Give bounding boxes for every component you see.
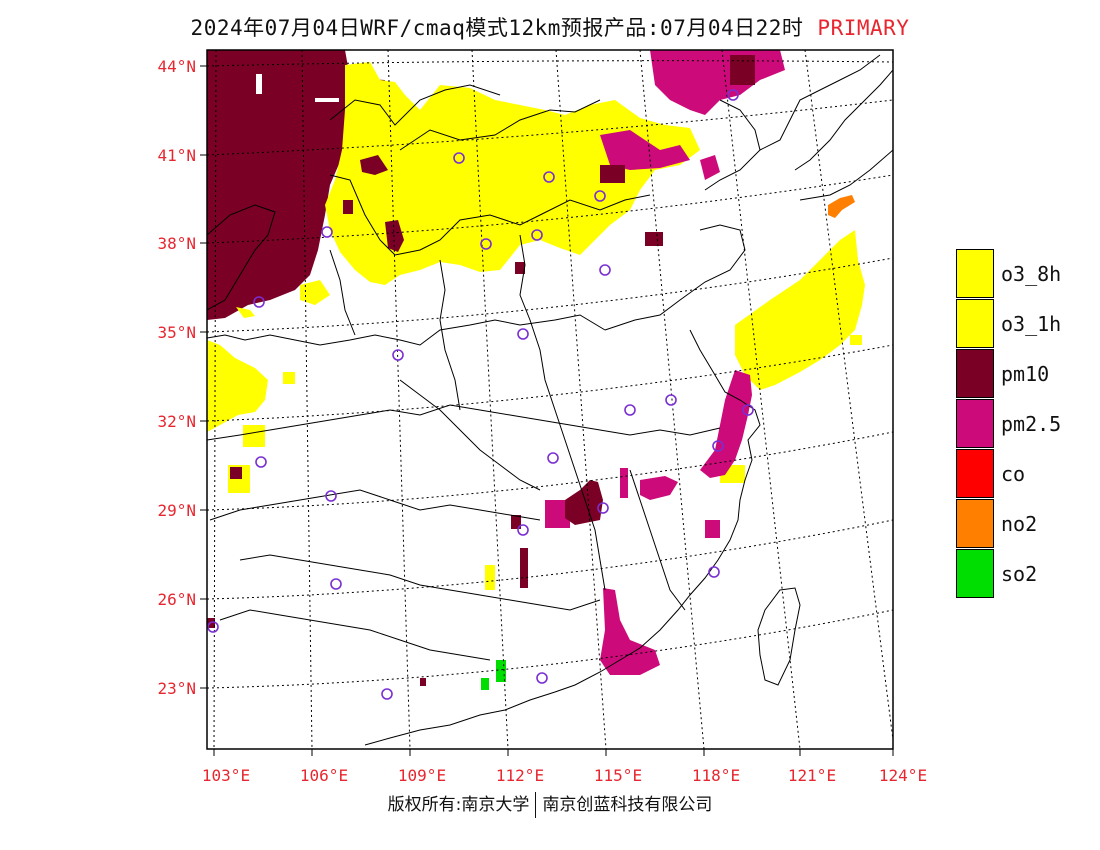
- lat-label: 29°N: [157, 501, 196, 520]
- lat-label: 23°N: [157, 679, 196, 698]
- station-marker: [517, 328, 529, 340]
- station-marker: [536, 672, 548, 684]
- legend-label: so2: [1001, 562, 1038, 586]
- o3-east-region: [735, 230, 865, 390]
- station-marker: [531, 229, 543, 241]
- station-marker: [543, 171, 555, 183]
- legend-swatch: [956, 249, 994, 298]
- station-marker: [255, 456, 267, 468]
- station-marker: [665, 394, 677, 406]
- title-primary-tag: PRIMARY: [817, 16, 910, 40]
- copyright-left: 版权所有:南京大学: [387, 795, 530, 815]
- legend-label: no2: [1001, 512, 1038, 536]
- copyright-right: 南京创蓝科技有限公司: [542, 795, 713, 815]
- legend-swatch: [956, 399, 994, 448]
- pm10-central: [565, 480, 603, 525]
- legend-item-o3-8h: o3_8h: [956, 249, 1086, 299]
- map-frame: [206, 49, 894, 750]
- lon-label: 106°E: [300, 766, 348, 785]
- station-marker: [207, 621, 219, 633]
- station-marker: [708, 566, 720, 578]
- station-marker: [321, 226, 333, 238]
- station-marker: [517, 524, 529, 536]
- station-marker: [253, 296, 265, 308]
- copyright-footer: 版权所有:南京大学 南京创蓝科技有限公司: [0, 790, 1100, 818]
- so2-region: [496, 660, 506, 682]
- lon-label: 103°E: [202, 766, 250, 785]
- station-marker: [727, 89, 739, 101]
- legend-item-o3-1h: o3_1h: [956, 299, 1086, 349]
- station-marker: [392, 349, 404, 361]
- legend-swatch: [956, 449, 994, 498]
- o3-southwest-region: [207, 340, 268, 432]
- station-markers: [207, 89, 754, 700]
- lon-label: 118°E: [692, 766, 740, 785]
- no2-region: [828, 195, 855, 218]
- legend-label: pm10: [1001, 362, 1050, 386]
- station-marker: [325, 490, 337, 502]
- borders: [207, 54, 893, 746]
- lon-label: 115°E: [594, 766, 642, 785]
- legend-item-co: co: [956, 449, 1086, 499]
- footer-separator: [535, 792, 537, 818]
- pm10-west-region: [207, 50, 385, 320]
- legend-item-pm25: pm2.5: [956, 399, 1086, 449]
- axis-ticks: [200, 65, 894, 756]
- lat-label: 26°N: [157, 590, 196, 609]
- station-marker: [381, 688, 393, 700]
- lon-label: 112°E: [496, 766, 544, 785]
- title-main: 2024年07月04日WRF/cmaq模式12km预报产品:07月04日22时: [190, 16, 804, 40]
- legend-swatch: [956, 549, 994, 598]
- lat-label: 35°N: [157, 323, 196, 342]
- lon-labels: 103°E 106°E 109°E 112°E 115°E 118°E 121°…: [202, 766, 927, 785]
- legend-item-so2: so2: [956, 549, 1086, 599]
- lon-label: 124°E: [879, 766, 927, 785]
- legend-label: o3_8h: [1001, 262, 1062, 286]
- map-layers: [207, 50, 893, 749]
- graticule: [207, 50, 893, 749]
- lat-label: 41°N: [157, 146, 196, 165]
- station-marker: [599, 264, 611, 276]
- lon-label: 109°E: [398, 766, 446, 785]
- legend-swatch: [956, 299, 994, 348]
- station-marker: [712, 440, 724, 452]
- lon-label: 121°E: [788, 766, 836, 785]
- station-marker: [453, 152, 465, 164]
- station-marker: [547, 452, 559, 464]
- map-title: 2024年07月04日WRF/cmaq模式12km预报产品:07月04日22时 P…: [0, 12, 1100, 42]
- legend-swatch: [956, 349, 994, 398]
- station-marker: [624, 404, 636, 416]
- legend-label: co: [1001, 462, 1026, 486]
- lat-labels: 44°N 41°N 38°N 35°N 32°N 29°N 26°N 23°N: [157, 57, 196, 698]
- legend-swatch: [956, 499, 994, 548]
- pm25-east-coast: [700, 370, 752, 478]
- lat-label: 38°N: [157, 234, 196, 253]
- station-marker: [480, 238, 492, 250]
- legend-item-no2: no2: [956, 499, 1086, 549]
- lat-label: 32°N: [157, 412, 196, 431]
- station-marker: [330, 578, 342, 590]
- legend-item-pm10: pm10: [956, 349, 1086, 399]
- o3-north-band: [325, 62, 700, 285]
- lat-label: 44°N: [157, 57, 196, 76]
- legend-label: o3_1h: [1001, 312, 1062, 336]
- legend-label: pm2.5: [1001, 412, 1062, 436]
- pollutant-legend: o3_8h o3_1h pm10 pm2.5 co no2 so2: [956, 249, 1086, 599]
- station-marker: [594, 190, 606, 202]
- station-marker: [742, 404, 754, 416]
- station-marker: [597, 502, 609, 514]
